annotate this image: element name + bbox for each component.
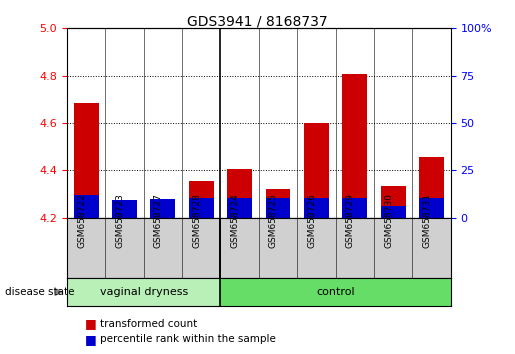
Bar	[74, 103, 98, 218]
Bar	[227, 169, 252, 218]
Text: GSM658722: GSM658722	[77, 193, 86, 248]
Bar	[381, 206, 405, 218]
Bar	[67, 278, 220, 306]
Bar	[381, 186, 405, 218]
Text: transformed count: transformed count	[100, 319, 198, 329]
Text: GSM658724: GSM658724	[231, 193, 239, 248]
Text: GSM658728: GSM658728	[192, 193, 201, 248]
Text: control: control	[316, 287, 355, 297]
Text: GSM658730: GSM658730	[384, 193, 393, 248]
Bar	[112, 200, 137, 218]
Bar	[266, 189, 290, 218]
Text: GSM658725: GSM658725	[269, 193, 278, 248]
Bar	[419, 157, 444, 218]
Bar	[227, 198, 252, 218]
Bar	[189, 181, 214, 218]
Text: GSM658727: GSM658727	[154, 193, 163, 248]
Text: disease state: disease state	[5, 287, 75, 297]
Bar	[74, 195, 98, 218]
Bar	[266, 198, 290, 218]
Text: GDS3941 / 8168737: GDS3941 / 8168737	[187, 14, 328, 28]
Bar	[419, 198, 444, 218]
Text: GSM658723: GSM658723	[115, 193, 125, 248]
Text: GSM658726: GSM658726	[307, 193, 316, 248]
Text: GSM658731: GSM658731	[422, 193, 432, 248]
Bar	[150, 201, 175, 218]
Text: ■: ■	[85, 318, 97, 330]
Bar	[150, 199, 175, 218]
Bar	[189, 198, 214, 218]
Bar	[342, 74, 367, 218]
Bar	[304, 198, 329, 218]
Text: vaginal dryness: vaginal dryness	[99, 287, 188, 297]
Text: ■: ■	[85, 333, 97, 346]
Bar	[112, 202, 137, 218]
Bar	[342, 198, 367, 218]
Bar	[220, 278, 489, 306]
Text: GSM658729: GSM658729	[346, 193, 355, 248]
Bar	[304, 123, 329, 218]
Text: percentile rank within the sample: percentile rank within the sample	[100, 334, 277, 344]
